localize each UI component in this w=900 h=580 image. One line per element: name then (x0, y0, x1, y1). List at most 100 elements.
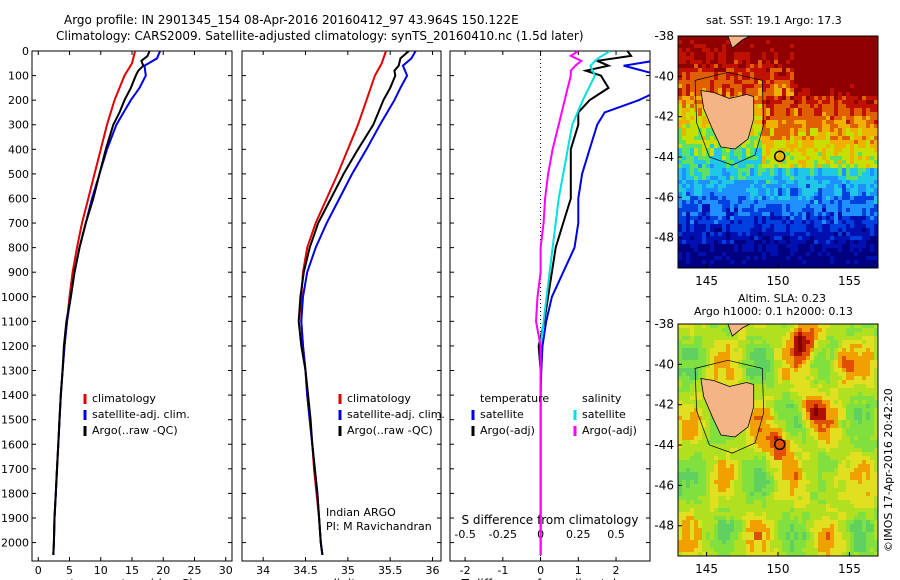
y-tick-label: -46 (654, 190, 674, 204)
x-tick-label: 15 (125, 564, 139, 577)
y-tick-label: -38 (654, 317, 674, 331)
y-tick-label: 1000 (1, 291, 29, 304)
x2-tick-label: 0.25 (566, 528, 591, 541)
legend: temperature satellite Argo(-adj) salinity sa… (471, 392, 637, 437)
tasmania-shape (700, 90, 755, 150)
y-tick-label: 1300 (1, 365, 29, 378)
x-axis-label: temperature (deg C) (70, 577, 193, 580)
sst-map-title: sat. SST: 19.1 Argo: 17.3 (706, 14, 842, 27)
argo-location-marker (774, 438, 786, 451)
legend-label: satellite-adj. clim. (92, 408, 190, 421)
x2-tick-label: -0.25 (489, 528, 517, 541)
y-tick-label: 600 (8, 192, 29, 205)
y-tick-label: 500 (8, 168, 29, 181)
shelf-contour (694, 71, 765, 166)
legend-label: satellite-adj. clim. (347, 408, 445, 421)
x-tick-label: -2 (460, 564, 471, 577)
difference-profile: -2 -1 0 1 2T difference from climatology S di… (449, 50, 651, 580)
y-tick-label: 200 (8, 94, 29, 107)
salinity-profile-lines (297, 51, 417, 556)
temperature-profile-lines (52, 51, 162, 555)
legend-heading: salinity (582, 392, 622, 405)
y-tick-label: 400 (8, 143, 29, 156)
sla-map: 145 150 155 -38 -40 -42 -44 -46 -48 (654, 317, 879, 576)
tasmania-shape (700, 378, 755, 438)
legend-label: satellite (480, 408, 524, 421)
legend: climatology satellite-adj. clim. Argo(..ra… (83, 392, 190, 437)
x-tick-label: 25 (188, 564, 202, 577)
legend-label: climatology (92, 392, 156, 405)
y-tick-label: -40 (654, 357, 674, 371)
sst-map-field (678, 36, 878, 268)
y-tick-label: 1100 (1, 315, 29, 328)
x-tick-label: 145 (695, 562, 718, 576)
x2-tick-label: 0.5 (607, 528, 625, 541)
y-tick-label: 1500 (1, 414, 29, 427)
figure-title-line1: Argo profile: IN 2901345_154 08-Apr-2016… (64, 13, 519, 27)
x-tick-label: 5 (66, 564, 73, 577)
x-tick-label: 10 (94, 564, 108, 577)
y-tick-label: 1800 (1, 487, 29, 500)
y-tick-label: 300 (8, 119, 29, 132)
y-tick-label: 100 (8, 70, 29, 83)
x2-axis-label: S difference from climatology (462, 513, 639, 527)
x-tick-label: 34 (256, 564, 270, 577)
x-axis-label: T difference from climatology (461, 577, 639, 580)
sla-map-field (678, 324, 878, 556)
legend-label: Argo(..raw -QC) (92, 424, 178, 437)
y-tick-label: 700 (8, 217, 29, 230)
mainland-shape (678, 324, 778, 337)
legend-label: Argo(..raw -QC) (347, 424, 433, 437)
mainland-shape (678, 36, 778, 49)
y-tick-label: 1600 (1, 438, 29, 451)
legend-label: climatology (347, 392, 411, 405)
x-tick-label: 2 (613, 564, 620, 577)
y-tick-label: 900 (8, 266, 29, 279)
y-tick-label: -46 (654, 478, 674, 492)
legend-label: satellite (582, 408, 626, 421)
y-tick-label: -48 (654, 519, 674, 533)
sst-map: 145 150 155 -38 -40 -42 -44 -46 -48 (654, 29, 879, 288)
y-tick-label: 800 (8, 242, 29, 255)
x-tick-label: 155 (838, 562, 861, 576)
x-tick-label: 150 (767, 274, 790, 288)
series-line-salinity-argo--adj- (534, 51, 584, 555)
y-tick-label: 1900 (1, 512, 29, 525)
program-label: Indian ARGO (326, 506, 396, 519)
y-tick-label: -40 (654, 69, 674, 83)
y-tick-label: -44 (654, 150, 674, 164)
series-line-argo---raw--qc- (52, 51, 151, 555)
x-tick-label: 1 (575, 564, 582, 577)
legend: climatology satellite-adj. clim. Argo(..ra… (338, 392, 445, 437)
imos-stamp: ©IMOS 17-Apr-2016 20:42:20 (882, 388, 895, 552)
legend-label: Argo(-adj) (582, 424, 637, 437)
y-tick-label: 1400 (1, 389, 29, 402)
y-tick-label: 1200 (1, 340, 29, 353)
x-tick-label: 35.5 (378, 564, 403, 577)
x-tick-label: 20 (156, 564, 170, 577)
x-tick-label: 150 (767, 562, 790, 576)
y-tick-label: 2000 (1, 537, 29, 550)
y-tick-label: 0 (22, 45, 29, 58)
sla-map-subtitle: Argo h1000: 0.1 h2000: 0.13 (694, 305, 853, 318)
sla-map-title: Altim. SLA: 0.23 (738, 292, 827, 305)
y-tick-label: -42 (654, 398, 674, 412)
x-axis-label: salinity (320, 577, 363, 580)
series-line-argo---raw--qc- (297, 51, 410, 556)
x2-tick-label: -0.5 (454, 528, 475, 541)
x-tick-label: -1 (497, 564, 508, 577)
salinity-profile-frame (241, 50, 442, 562)
temperature-profile-frame (31, 50, 233, 562)
x-tick-label: 36 (426, 564, 440, 577)
x-tick-label: 0 (35, 564, 42, 577)
y-tick-label: -38 (654, 29, 674, 43)
x-tick-label: 30 (219, 564, 233, 577)
x-tick-label: 0 (537, 564, 544, 577)
salinity-profile: 34 34.5 35 35.5 36 salinity climatology satelli… (241, 50, 445, 580)
y-tick-label: -48 (654, 231, 674, 245)
shelf-contour (694, 359, 765, 454)
y-tick-label: -44 (654, 438, 674, 452)
legend-label: Argo(-adj) (480, 424, 535, 437)
temperature-profile: 0 5 10 15 20 25 30 temperature (deg C) 0 100 200 30… (1, 45, 233, 580)
